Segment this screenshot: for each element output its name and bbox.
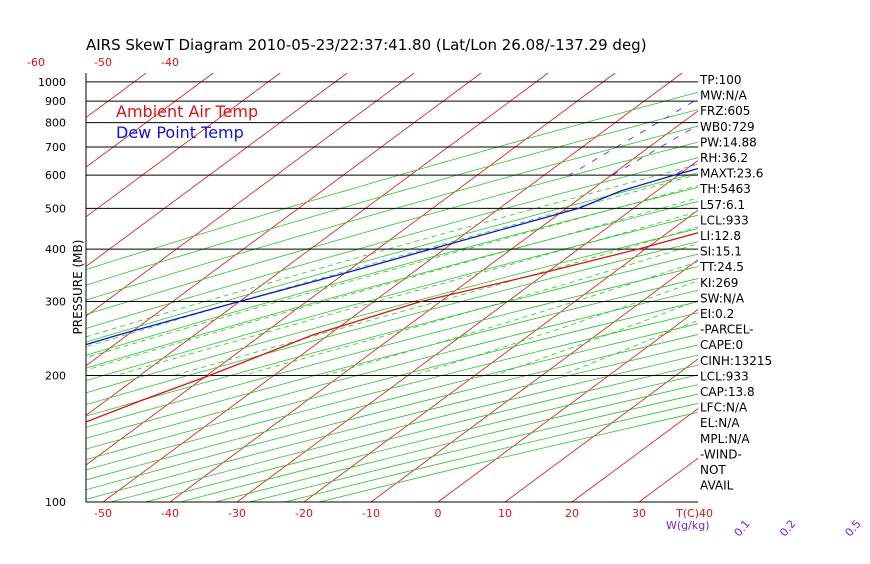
stability-index: TH:5463: [699, 182, 751, 196]
stability-index: NOT: [700, 463, 726, 477]
stability-index: TP:100: [699, 73, 742, 87]
stability-index: LCL:933: [700, 213, 749, 227]
stability-index: EI:0.2: [700, 307, 734, 321]
bottom-temp-tick: -10: [362, 507, 380, 520]
stability-index: SW:N/A: [700, 291, 745, 305]
dry-adiabat-line: [285, 73, 870, 502]
pressure-tick: 900: [45, 95, 66, 108]
stability-index: CINH:13215: [700, 354, 772, 368]
stability-index: KI:269: [700, 276, 738, 290]
top-temp-tick: -60: [27, 56, 45, 69]
pressure-tick: 400: [45, 243, 66, 256]
dry-adiabat-line: [250, 73, 870, 502]
stability-index: -WIND-: [700, 447, 742, 461]
top-temp-tick: -50: [94, 56, 112, 69]
pressure-tick: 100: [45, 496, 66, 509]
bottom-temp-tick: 10: [498, 507, 512, 520]
stability-index: TT:24.5: [699, 260, 744, 274]
pressure-tick: 200: [45, 370, 66, 383]
legend-entry: Ambient Air Temp: [116, 102, 258, 121]
stability-index: CAPE:0: [700, 338, 743, 352]
y-axis-label: PRESSURE (MB): [71, 240, 85, 335]
stability-index: MW:N/A: [700, 89, 748, 103]
stability-index: FRZ:605: [700, 104, 750, 118]
pressure-tick: 800: [45, 117, 66, 130]
top-temp-tick: -40: [161, 56, 179, 69]
mixing-ratio-unit: W(g/kg): [666, 519, 710, 532]
mixing-ratio-tick: 0.5: [842, 517, 863, 539]
stability-index: SI:15.1: [700, 245, 742, 259]
isotherm-line: [773, 73, 870, 502]
stability-index: PW:14.88: [700, 135, 757, 149]
chart-title: AIRS SkewT Diagram 2010-05-23/22:37:41.8…: [86, 36, 647, 54]
isotherm-line: [505, 73, 870, 502]
stability-index: LFC:N/A: [700, 401, 748, 415]
bottom-temp-tick: 0: [435, 507, 442, 520]
stability-index: RH:36.2: [700, 151, 748, 165]
stability-index: CAP:13.8: [700, 385, 755, 399]
bottom-temp-tick: -40: [161, 507, 179, 520]
dry-adiabat-line: [215, 73, 870, 502]
bottom-temp-tick: 30: [632, 507, 646, 520]
moist-adiabat-line: [494, 73, 870, 376]
stability-index: MPL:N/A: [700, 432, 750, 446]
isotherm-line: [840, 73, 870, 502]
stability-index: -PARCEL-: [700, 323, 754, 337]
stability-index: MAXT:23.6: [700, 167, 763, 181]
mixing-ratio-tick: 0.2: [777, 517, 798, 539]
mixing-ratio-line: [779, 73, 870, 175]
isotherm-line: [0, 73, 12, 502]
pressure-tick: 600: [45, 169, 66, 182]
stability-index: LCL:933: [700, 369, 749, 383]
bottom-temp-tick: -50: [94, 507, 112, 520]
legend-entry: Dew Point Temp: [116, 123, 244, 142]
bottom-temp-tick: 20: [565, 507, 579, 520]
isotherm-line: [0, 73, 79, 502]
bottom-temp-tick: -30: [228, 507, 246, 520]
stability-index: AVAIL: [700, 479, 734, 493]
pressure-tick: 1000: [38, 76, 66, 89]
pressure-tick: 500: [45, 202, 66, 215]
mixing-ratio-line: [756, 73, 870, 175]
stability-index: LI:12.8: [700, 229, 741, 243]
bottom-temp-tick: -20: [295, 507, 313, 520]
mixing-ratio-line: [837, 73, 870, 175]
mixing-ratio-tick: 0.1: [731, 517, 752, 539]
stability-index: EL:N/A: [700, 416, 740, 430]
pressure-tick: 700: [45, 141, 66, 154]
labels-layer: AIRS SkewT Diagram 2010-05-23/22:37:41.8…: [0, 36, 870, 539]
stability-index: L57:6.1: [700, 198, 745, 212]
mixing-ratio-line: [813, 73, 870, 175]
stability-index: WB0:729: [700, 120, 755, 134]
pressure-tick: 300: [45, 296, 66, 309]
